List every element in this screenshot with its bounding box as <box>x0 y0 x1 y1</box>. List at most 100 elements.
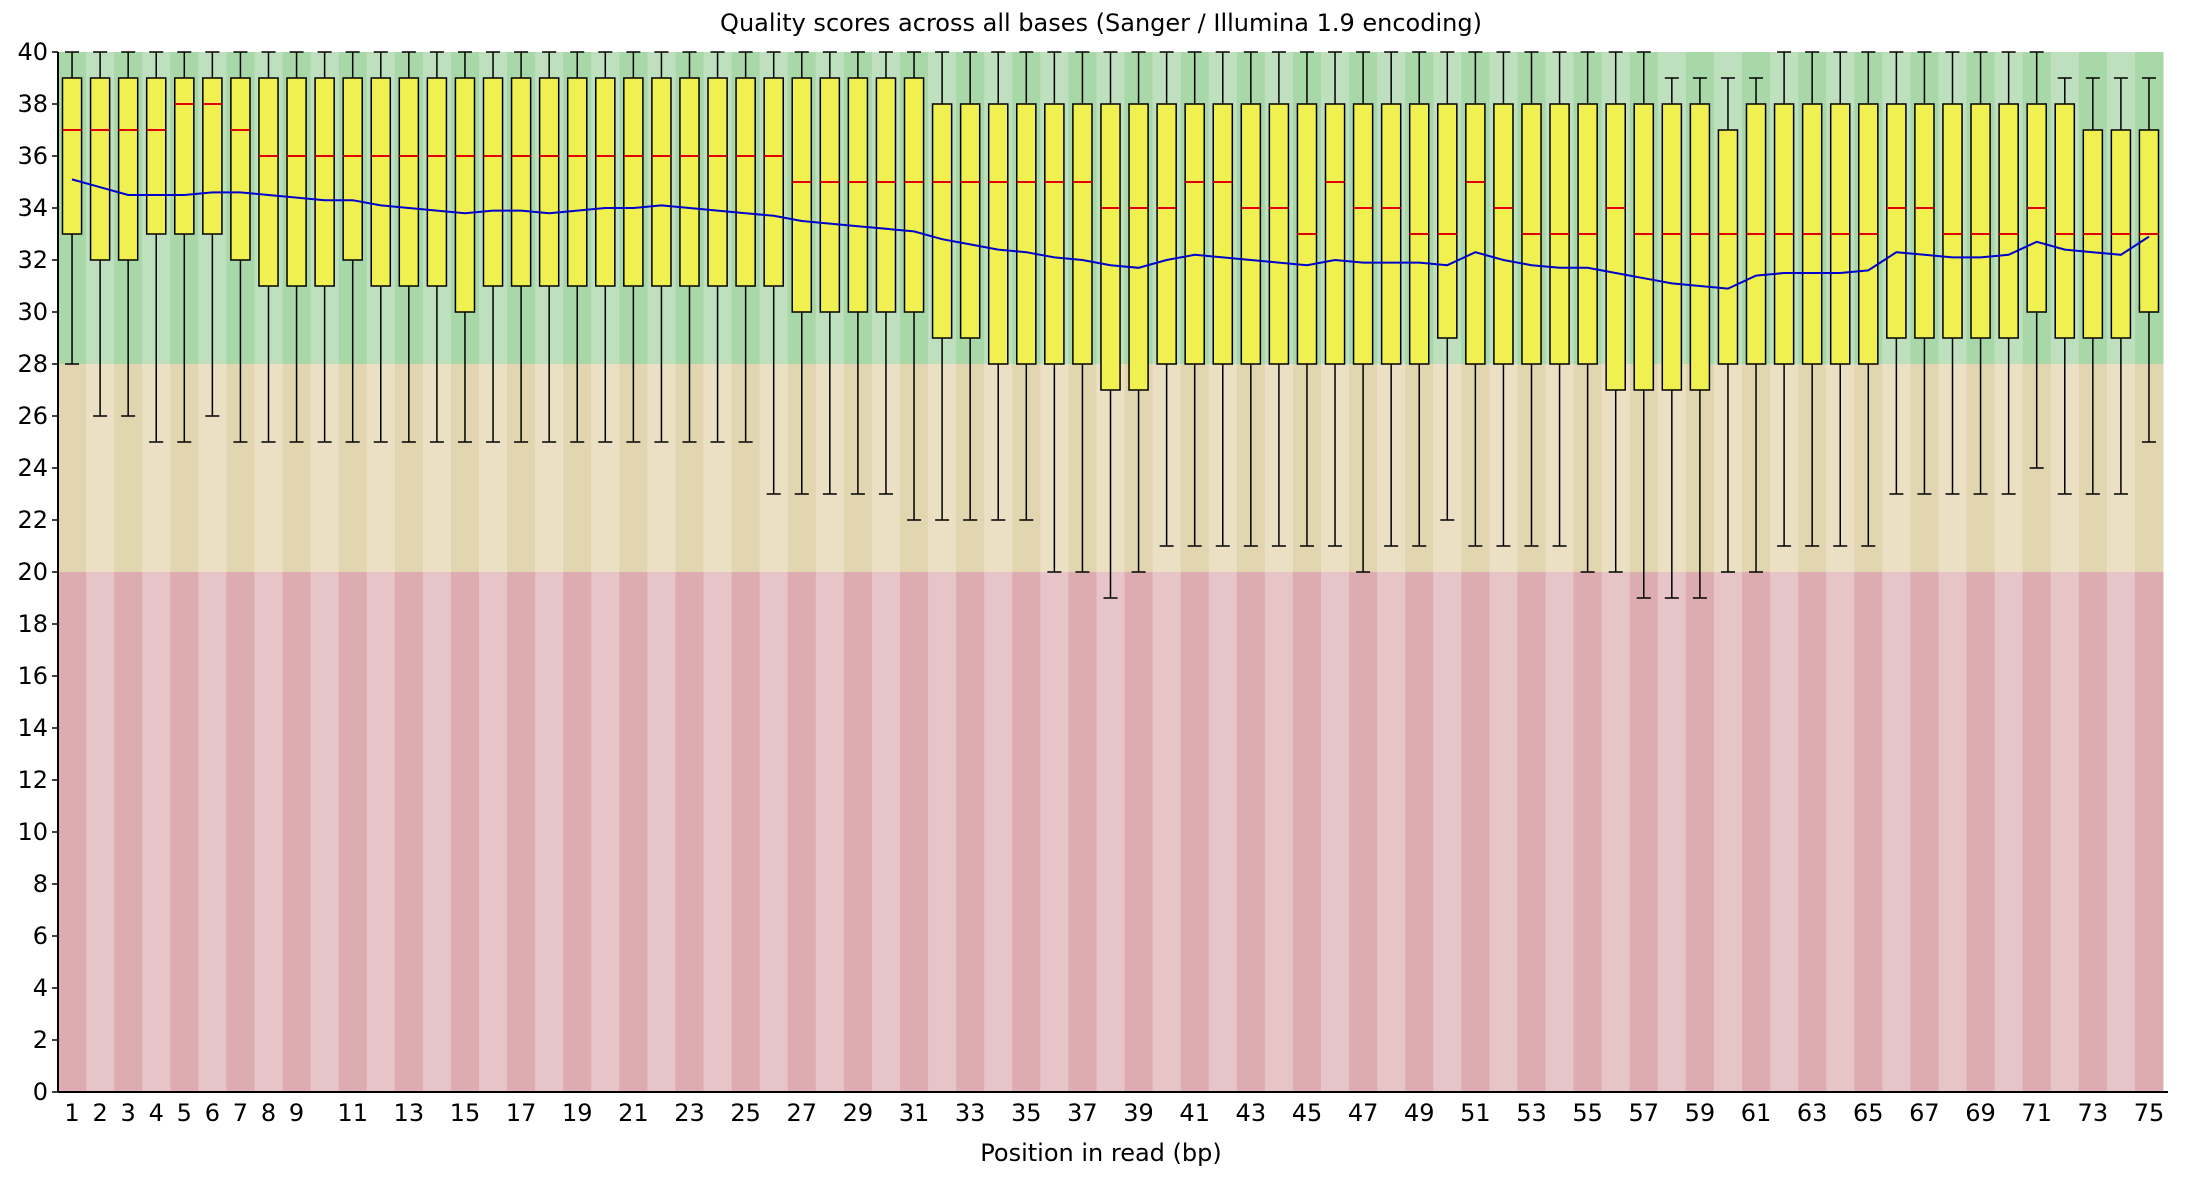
zone-poor-stripe <box>1629 572 1659 1092</box>
box-position-27 <box>791 51 813 495</box>
iqr-box <box>314 77 335 287</box>
iqr-box <box>623 77 644 287</box>
x-tick-label: 55 <box>1572 1099 1603 1127</box>
x-tick-label: 63 <box>1797 1099 1828 1127</box>
box-position-22 <box>651 51 672 443</box>
box-position-16 <box>482 51 504 443</box>
zone-poor-stripe <box>535 572 564 1092</box>
iqr-box <box>61 77 83 235</box>
zone-poor-stripe <box>2078 572 2108 1092</box>
zone-poor-stripe <box>843 572 873 1092</box>
iqr-box <box>1605 103 1626 391</box>
box-position-39 <box>1128 51 1149 573</box>
box-position-64 <box>1829 51 1851 547</box>
iqr-box <box>931 103 953 339</box>
box-position-52 <box>1493 51 1514 547</box>
box-position-34 <box>987 51 1009 521</box>
y-tick-label: 34 <box>17 194 48 222</box>
iqr-box <box>202 77 223 235</box>
box-position-46 <box>1324 51 1346 547</box>
x-tick-label: 3 <box>121 1099 136 1127</box>
iqr-box <box>426 77 448 287</box>
box-position-42 <box>1212 51 1234 547</box>
zone-poor-stripe <box>310 572 340 1092</box>
box-position-7 <box>230 51 251 443</box>
iqr-box <box>1886 103 1907 339</box>
y-tick-label: 18 <box>17 610 48 638</box>
zone-poor-stripe <box>422 572 452 1092</box>
box-position-62 <box>1773 51 1795 547</box>
iqr-box <box>1661 103 1683 391</box>
zone-poor-stripe <box>114 572 143 1092</box>
iqr-box <box>903 77 925 313</box>
y-tick-label: 6 <box>33 922 48 950</box>
box-position-10 <box>314 51 335 443</box>
x-tick-label: 45 <box>1292 1099 1323 1127</box>
iqr-box <box>1016 103 1037 365</box>
iqr-box <box>1380 103 1402 365</box>
box-position-68 <box>1942 51 1963 495</box>
zone-poor-stripe <box>1096 572 1126 1092</box>
iqr-box <box>1240 103 1262 365</box>
box-position-47 <box>1352 51 1374 573</box>
x-tick-label: 9 <box>289 1099 304 1127</box>
zone-poor-stripe <box>1236 572 1266 1092</box>
box-position-36 <box>1044 51 1065 573</box>
zone-poor-stripe <box>703 572 733 1092</box>
chart-title: Quality scores across all bases (Sanger … <box>720 9 1482 37</box>
box-position-24 <box>707 51 728 443</box>
box-position-9 <box>286 51 307 443</box>
zone-poor-stripe <box>1405 572 1434 1092</box>
y-tick-label: 26 <box>17 402 48 430</box>
y-tick-label: 32 <box>17 246 48 274</box>
box-position-70 <box>1998 51 2019 495</box>
x-tick-label: 39 <box>1123 1099 1154 1127</box>
x-tick-label: 6 <box>205 1099 220 1127</box>
iqr-box <box>2054 103 2076 339</box>
mean-line <box>71 178 2150 290</box>
x-tick-label: 4 <box>149 1099 164 1127</box>
iqr-box <box>286 77 307 287</box>
iqr-box <box>875 77 897 313</box>
zone-poor-stripe <box>675 572 705 1092</box>
zone-poor-stripe <box>282 572 312 1092</box>
x-tick-label: 43 <box>1236 1099 1267 1127</box>
x-tick-label: 57 <box>1628 1099 1659 1127</box>
box-position-40 <box>1156 51 1177 547</box>
zone-poor-stripe <box>1573 572 1603 1092</box>
box-position-60 <box>1717 77 1739 573</box>
x-tick-label: 47 <box>1348 1099 1379 1127</box>
box-position-32 <box>931 51 953 521</box>
x-tick-label: 61 <box>1741 1099 1772 1127</box>
x-tick-label: 69 <box>1965 1099 1996 1127</box>
iqr-box <box>538 77 560 287</box>
box-position-13 <box>398 51 420 443</box>
box-position-54 <box>1549 51 1570 547</box>
box-position-14 <box>426 51 448 443</box>
box-position-17 <box>510 51 532 443</box>
x-tick-label: 67 <box>1909 1099 1940 1127</box>
zone-poor-stripe <box>759 572 789 1092</box>
x-tick-label: 59 <box>1685 1099 1716 1127</box>
x-tick-label: 33 <box>955 1099 986 1127</box>
x-tick-label: 73 <box>2078 1099 2109 1127</box>
y-tick-label: 30 <box>17 298 48 326</box>
iqr-box <box>1942 103 1963 339</box>
zone-poor-stripe <box>1910 572 1939 1092</box>
zone-poor-stripe <box>226 572 255 1092</box>
zone-poor-stripe <box>619 572 648 1092</box>
box-position-50 <box>1437 51 1458 521</box>
zone-poor-stripe <box>142 572 171 1092</box>
x-tick-label: 13 <box>394 1099 425 1127</box>
y-tick-label: 14 <box>17 714 48 742</box>
x-tick-label: 37 <box>1067 1099 1098 1127</box>
zone-poor-stripe <box>366 572 396 1092</box>
iqr-box <box>1100 103 1121 391</box>
y-tick-label: 24 <box>17 454 48 482</box>
y-tick-label: 36 <box>17 142 48 170</box>
iqr-box <box>735 77 756 287</box>
box-position-1 <box>61 51 83 365</box>
box-position-69 <box>1970 51 1991 495</box>
iqr-box <box>174 77 195 235</box>
